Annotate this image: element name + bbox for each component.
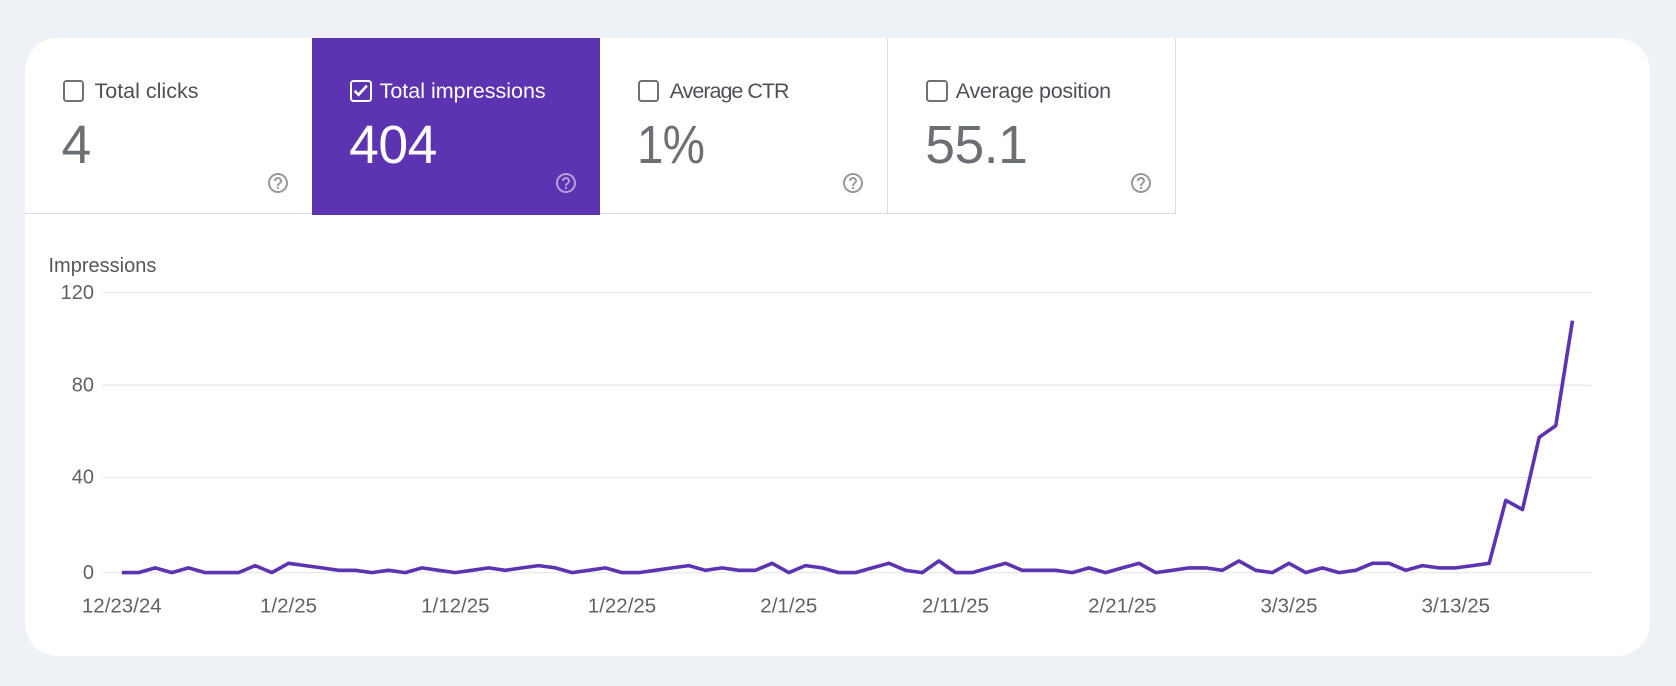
svg-text:80: 80: [72, 375, 94, 397]
svg-text:3/13/25: 3/13/25: [1422, 595, 1490, 618]
svg-text:120: 120: [61, 282, 94, 304]
svg-text:12/23/24: 12/23/24: [82, 595, 162, 618]
svg-text:1/12/25: 1/12/25: [421, 595, 489, 618]
svg-text:2/21/25: 2/21/25: [1088, 595, 1156, 618]
svg-text:0: 0: [83, 562, 94, 584]
svg-text:2/1/25: 2/1/25: [760, 595, 817, 618]
svg-text:40: 40: [72, 467, 94, 489]
svg-text:1/2/25: 1/2/25: [260, 595, 317, 618]
svg-text:2/11/25: 2/11/25: [922, 595, 989, 618]
svg-text:1/22/25: 1/22/25: [588, 595, 656, 618]
svg-text:3/3/25: 3/3/25: [1261, 595, 1318, 618]
